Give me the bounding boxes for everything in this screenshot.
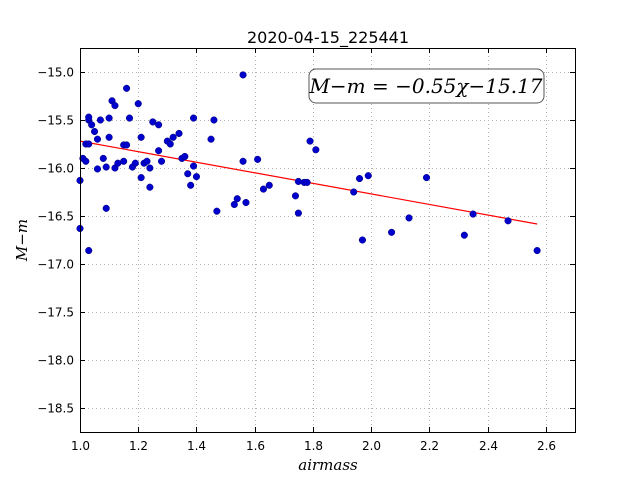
data-point bbox=[265, 181, 273, 189]
data-point bbox=[210, 116, 218, 124]
data-point bbox=[303, 178, 311, 186]
data-point bbox=[146, 183, 154, 191]
x-tick-label: 1.4 bbox=[187, 439, 206, 453]
y-tick-label: −16.0 bbox=[37, 162, 74, 176]
data-point bbox=[355, 175, 364, 183]
data-point bbox=[96, 116, 104, 124]
data-point bbox=[460, 231, 468, 239]
y-axis-label: M−m bbox=[13, 219, 31, 262]
data-point bbox=[85, 113, 93, 121]
data-point bbox=[190, 162, 198, 170]
data-point bbox=[134, 100, 142, 108]
y-tick-label: −17.0 bbox=[37, 258, 74, 272]
data-point bbox=[291, 192, 300, 200]
x-tick-label: 1.0 bbox=[71, 439, 90, 453]
data-point bbox=[123, 84, 131, 92]
fit-equation-annotation: M−m = −0.55χ−15.17 bbox=[308, 68, 545, 104]
data-point bbox=[294, 209, 302, 217]
data-point bbox=[259, 185, 267, 193]
data-point bbox=[120, 157, 128, 165]
data-point bbox=[175, 129, 183, 137]
data-point bbox=[88, 121, 96, 129]
data-point bbox=[254, 155, 262, 163]
annotation-text: M−m = −0.55χ−15.17 bbox=[308, 74, 542, 98]
data-point bbox=[422, 174, 431, 182]
data-point bbox=[294, 177, 302, 185]
data-point bbox=[149, 118, 157, 126]
data-point bbox=[388, 228, 396, 236]
data-point bbox=[405, 214, 413, 222]
data-point bbox=[93, 165, 102, 173]
data-point bbox=[187, 181, 195, 189]
data-point bbox=[184, 170, 192, 178]
y-tick-label: −17.5 bbox=[37, 306, 74, 320]
data-point bbox=[242, 199, 250, 207]
data-point bbox=[364, 172, 372, 180]
y-tick-label: −16.5 bbox=[37, 210, 74, 224]
data-point bbox=[125, 114, 134, 122]
plot-frame bbox=[80, 48, 576, 433]
data-point bbox=[105, 114, 113, 122]
data-point bbox=[123, 141, 131, 149]
data-point bbox=[93, 135, 102, 143]
x-tick-label: 1.6 bbox=[246, 439, 265, 453]
x-tick-label: 2.2 bbox=[420, 439, 439, 453]
data-point bbox=[312, 146, 320, 154]
data-point bbox=[166, 140, 174, 148]
data-point bbox=[146, 164, 154, 172]
data-point bbox=[239, 71, 247, 79]
y-tick-label: −18.0 bbox=[37, 354, 74, 368]
data-point bbox=[99, 154, 107, 162]
data-point bbox=[137, 174, 145, 182]
data-point bbox=[190, 114, 198, 122]
y-axis-ticks: −15.0 −15.5 −16.0 −16.5 −17.0 −17.5 −18.0 −18.5 bbox=[37, 66, 575, 416]
data-point bbox=[213, 207, 221, 215]
chart-title: 2020-04-15_225441 bbox=[247, 28, 409, 48]
data-point bbox=[102, 163, 110, 171]
data-point bbox=[469, 210, 477, 218]
data-point bbox=[157, 157, 166, 165]
data-point bbox=[111, 102, 119, 110]
x-tick-label: 2.6 bbox=[537, 439, 556, 453]
x-tick-label: 2.0 bbox=[362, 439, 381, 453]
data-point bbox=[155, 147, 163, 155]
data-point bbox=[230, 200, 238, 209]
x-axis-ticks: 1.0 1.2 1.4 1.6 1.8 2.0 2.2 2.4 2.6 bbox=[71, 48, 556, 453]
data-point bbox=[85, 247, 93, 255]
data-point bbox=[233, 195, 241, 203]
data-point bbox=[350, 188, 358, 196]
data-point bbox=[192, 173, 201, 181]
x-tick-label: 1.2 bbox=[129, 439, 148, 453]
data-point bbox=[85, 140, 93, 148]
scatter-points bbox=[76, 71, 541, 255]
data-point bbox=[131, 159, 139, 167]
x-tick-label: 1.8 bbox=[304, 439, 323, 453]
data-point bbox=[358, 236, 366, 244]
data-point bbox=[504, 217, 512, 225]
data-point bbox=[239, 157, 247, 165]
annotation-box bbox=[308, 68, 545, 104]
data-point bbox=[181, 152, 189, 161]
y-tick-label: −15.5 bbox=[37, 114, 74, 128]
data-point bbox=[105, 133, 113, 141]
x-axis-label: airmass bbox=[298, 456, 358, 474]
x-tick-label: 2.4 bbox=[479, 439, 498, 453]
y-tick-label: −18.5 bbox=[37, 402, 74, 416]
data-point bbox=[306, 137, 314, 145]
data-point bbox=[533, 247, 541, 255]
data-point bbox=[91, 127, 99, 136]
data-point bbox=[102, 204, 110, 212]
data-point bbox=[82, 157, 90, 165]
data-point bbox=[143, 157, 151, 165]
data-point bbox=[207, 135, 215, 143]
y-tick-label: −15.0 bbox=[37, 66, 74, 80]
data-point bbox=[169, 133, 177, 141]
data-point bbox=[155, 121, 163, 129]
data-point bbox=[137, 133, 145, 141]
